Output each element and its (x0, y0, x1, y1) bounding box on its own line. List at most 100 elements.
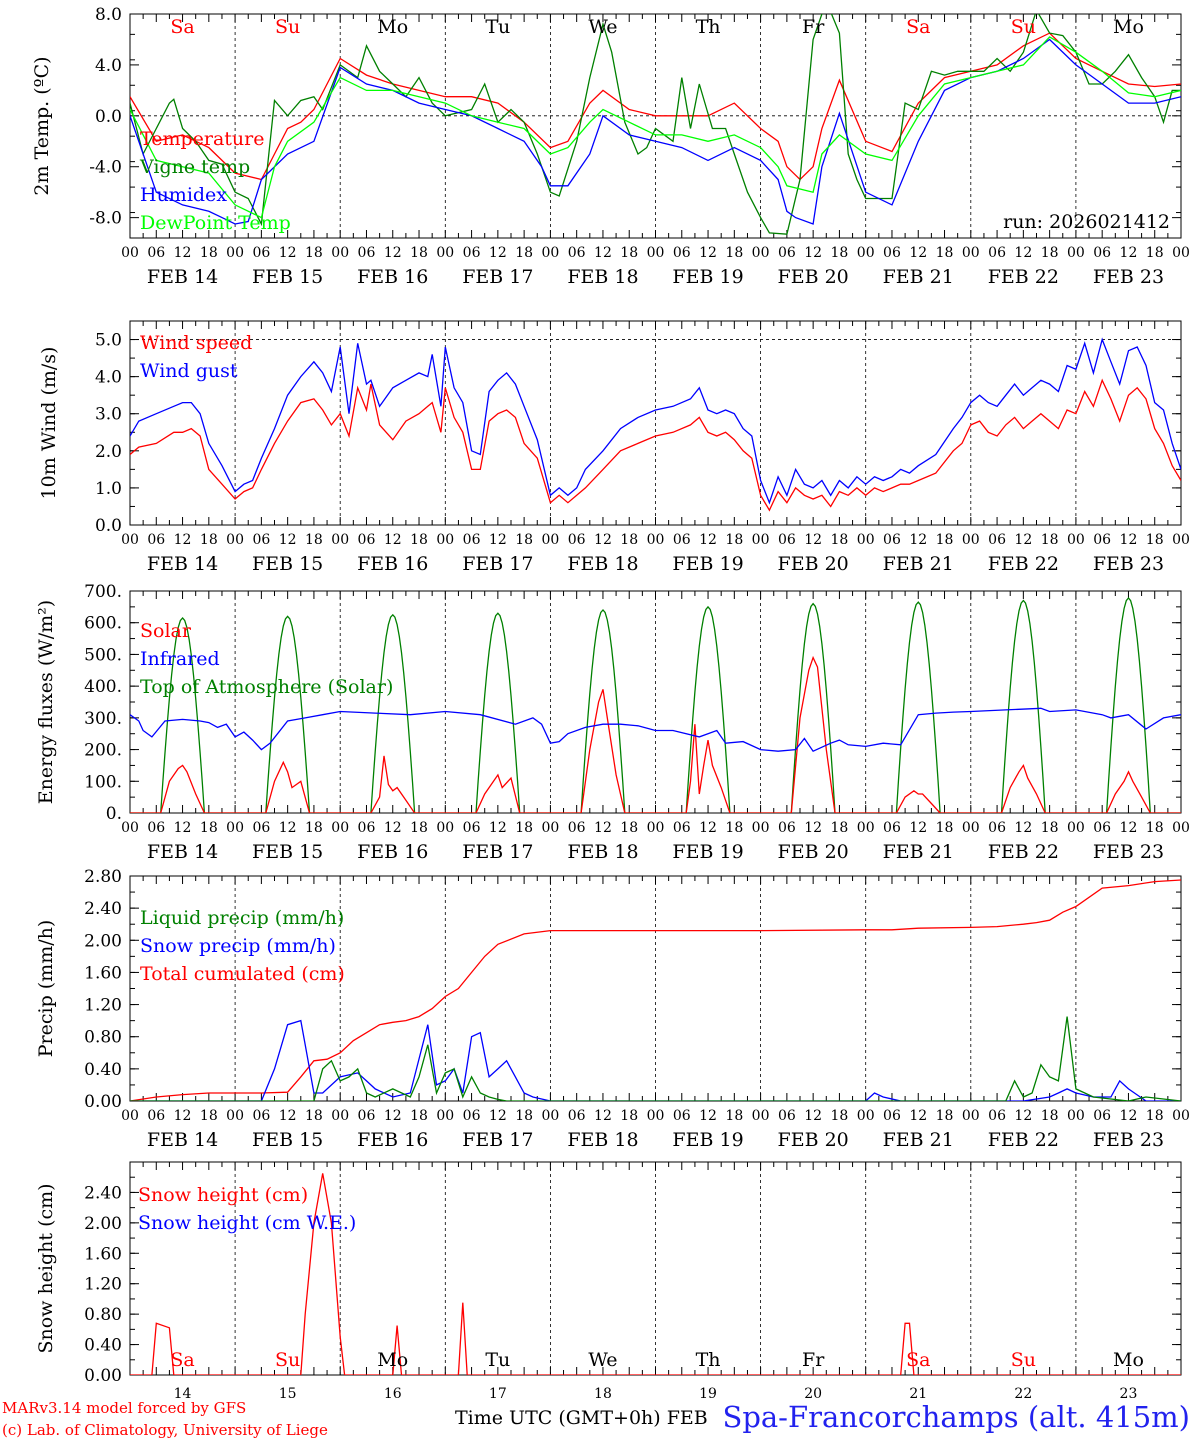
y-axis-label: Energy fluxes (W/m²) (35, 600, 57, 804)
hour-tick-label: 06 (883, 245, 901, 261)
hour-tick-label: 12 (279, 820, 297, 836)
y-tick-label: 0.40 (84, 1060, 122, 1080)
date-label: FEB 15 (252, 553, 323, 575)
hour-tick-label: 18 (1146, 1108, 1164, 1124)
day-number-label: 16 (384, 1386, 402, 1402)
date-label: FEB 18 (567, 266, 638, 288)
day-number-label: 21 (909, 1386, 927, 1402)
y-tick-label: 0.80 (84, 1305, 122, 1325)
day-number-label: 19 (699, 1386, 717, 1402)
date-label: FEB 14 (147, 841, 218, 863)
hour-tick-label: 06 (568, 820, 586, 836)
weekday-label: Tu (485, 1349, 510, 1371)
hour-tick-label: 00 (752, 820, 770, 836)
hour-tick-label: 00 (331, 1108, 349, 1124)
y-tick-label: 1.20 (84, 1275, 122, 1295)
run-label: run: 2026021412 (1003, 211, 1170, 233)
hour-tick-label: 00 (1172, 532, 1190, 548)
series-line-infrared (130, 707, 1181, 753)
series-line-snow-precip-mm-h- (130, 1019, 1181, 1101)
y-axis-label: 10m Wind (m/s) (38, 347, 60, 500)
weekday-label: Mo (1113, 1349, 1144, 1371)
date-label: FEB 15 (252, 266, 323, 288)
hour-tick-label: 06 (463, 820, 481, 836)
hour-tick-label: 12 (489, 1108, 507, 1124)
hour-tick-label: 12 (909, 532, 927, 548)
hour-tick-label: 00 (121, 820, 139, 836)
series-line-top-of-atmosphere-solar- (130, 596, 1181, 813)
hour-tick-label: 06 (147, 1108, 165, 1124)
hour-tick-label: 12 (594, 1108, 612, 1124)
hour-tick-label: 12 (1120, 820, 1138, 836)
date-label: FEB 20 (778, 841, 849, 863)
day-number-label: 17 (489, 1386, 507, 1402)
weekday-label: Fr (802, 1349, 825, 1371)
hour-tick-label: 18 (515, 532, 533, 548)
weekday-label: Th (696, 1349, 721, 1371)
date-label: FEB 16 (357, 553, 428, 575)
y-tick-label: -4.0 (89, 158, 122, 178)
hour-tick-label: 12 (384, 820, 402, 836)
series-group (130, 596, 1181, 813)
hour-tick-label: 06 (252, 532, 270, 548)
hour-tick-label: 18 (200, 245, 218, 261)
hour-tick-label: 18 (831, 532, 849, 548)
hour-tick-label: 06 (778, 532, 796, 548)
hour-tick-label: 12 (699, 245, 717, 261)
y-tick-label: 100. (84, 772, 122, 792)
hour-tick-label: 12 (174, 1108, 192, 1124)
series-group (130, 14, 1181, 235)
hour-tick-label: 00 (1172, 245, 1190, 261)
panel-wind: 00 06 12 18 FEB 14 00 06 12 18 FEB 15 00 06 12 18 FEB … (38, 320, 1190, 575)
y-tick-label: 2.40 (84, 899, 122, 919)
hour-tick-label: 06 (673, 1108, 691, 1124)
hour-tick-label: 06 (568, 245, 586, 261)
y-tick-label: 0. (106, 804, 122, 824)
hour-tick-label: 12 (909, 1108, 927, 1124)
credit-line-1: MARv3.14 model forced by GFS (2, 1399, 246, 1417)
date-label: FEB 18 (567, 1129, 638, 1151)
hour-tick-label: 06 (988, 245, 1006, 261)
date-label: FEB 17 (462, 841, 533, 863)
y-tick-label: 4.0 (95, 56, 122, 76)
hour-tick-label: 12 (804, 1108, 822, 1124)
y-tick-label: 1.60 (84, 963, 122, 983)
y-tick-label: 700. (84, 582, 122, 602)
date-label: FEB 21 (883, 1129, 954, 1151)
panel-precip: 00 06 12 18 FEB 14 00 06 12 18 FEB 15 00 06 12 18 FEB … (35, 867, 1190, 1151)
hour-tick-label: 18 (1041, 245, 1059, 261)
hour-tick-label: 06 (673, 532, 691, 548)
hour-tick-label: 06 (1093, 245, 1111, 261)
hour-tick-label: 12 (279, 245, 297, 261)
weekday-label: Su (1011, 1349, 1036, 1371)
y-tick-label: 300. (84, 709, 122, 729)
hour-tick-label: 06 (358, 820, 376, 836)
legend-entry: Solar (140, 620, 192, 642)
hour-tick-label: 12 (384, 1108, 402, 1124)
hour-tick-label: 00 (331, 820, 349, 836)
hour-tick-label: 00 (1067, 245, 1085, 261)
hour-tick-label: 00 (541, 245, 559, 261)
y-tick-label: -8.0 (89, 209, 122, 229)
series-line-wind-gust (130, 337, 1181, 505)
day-number-label: 22 (1014, 1386, 1032, 1402)
panel-energy: 00 06 12 18 FEB 14 00 06 12 18 FEB 15 00 06 12 18 FEB … (35, 582, 1190, 863)
hour-tick-label: 12 (909, 245, 927, 261)
date-label: FEB 16 (357, 266, 428, 288)
legend-entry: Top of Atmosphere (Solar) (140, 676, 393, 698)
hour-tick-label: 18 (305, 1108, 323, 1124)
hour-tick-label: 06 (568, 1108, 586, 1124)
hour-tick-label: 06 (252, 820, 270, 836)
x-axis-title: Time UTC (GMT+0h) FEB (455, 1407, 708, 1429)
hour-tick-label: 00 (647, 1108, 665, 1124)
hour-tick-label: 18 (620, 245, 638, 261)
hour-tick-label: 12 (909, 820, 927, 836)
date-label: FEB 22 (988, 1129, 1059, 1151)
hour-tick-label: 18 (936, 532, 954, 548)
hour-tick-label: 18 (620, 820, 638, 836)
hour-tick-label: 00 (331, 245, 349, 261)
series-line-temperature (130, 32, 1181, 181)
hour-tick-label: 06 (883, 532, 901, 548)
weekday-label: Su (1011, 16, 1036, 38)
hour-tick-label: 12 (804, 820, 822, 836)
